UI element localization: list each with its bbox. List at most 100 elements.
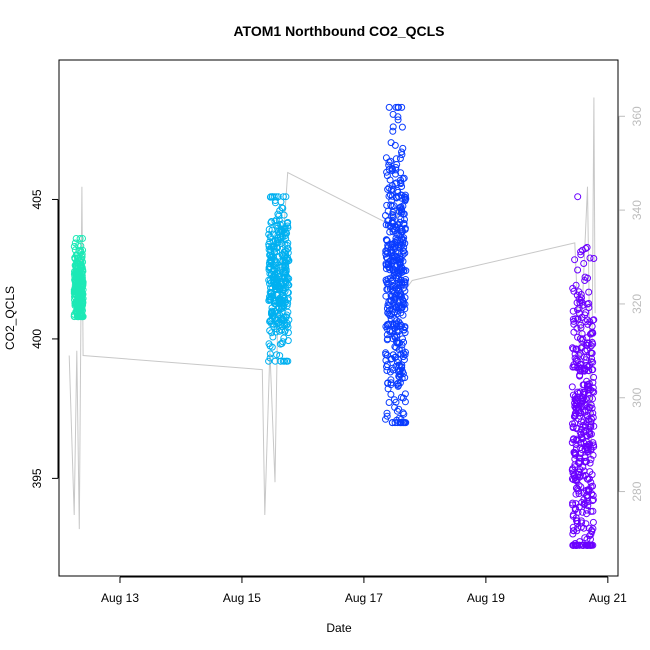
data-point	[585, 441, 593, 449]
data-point	[272, 193, 280, 201]
data-point	[571, 350, 579, 358]
data-point	[583, 506, 591, 514]
data-point	[581, 471, 589, 479]
data-point	[77, 247, 85, 254]
x-tick-label: Aug 17	[345, 591, 383, 605]
data-point	[396, 419, 404, 427]
data-point	[396, 379, 404, 387]
data-point	[398, 364, 406, 372]
data-point	[580, 496, 588, 504]
data-point	[397, 263, 405, 271]
data-point	[271, 258, 279, 266]
data-point	[78, 289, 86, 297]
data-point	[570, 320, 578, 328]
data-point	[399, 419, 407, 427]
data-point	[571, 409, 579, 417]
data-point	[577, 248, 585, 256]
data-point	[590, 316, 598, 324]
data-point	[585, 427, 593, 435]
data-point	[578, 395, 586, 403]
data-point	[392, 155, 400, 163]
data-point	[271, 197, 279, 204]
data-point	[382, 260, 390, 268]
data-point	[587, 418, 595, 426]
data-point	[272, 291, 280, 299]
data-point	[395, 414, 403, 422]
data-point	[266, 270, 274, 278]
data-point	[387, 390, 395, 398]
data-point	[383, 255, 391, 263]
data-point	[576, 372, 584, 380]
data-point	[387, 157, 394, 165]
data-point	[284, 288, 292, 296]
data-point	[399, 409, 407, 417]
data-point	[401, 351, 409, 359]
data-point	[586, 394, 594, 402]
data-point	[284, 254, 292, 262]
data-point	[383, 367, 391, 374]
data-point	[389, 165, 396, 173]
data-point	[393, 380, 401, 388]
series-4	[568, 193, 598, 549]
data-point	[395, 103, 402, 111]
data-point	[75, 298, 83, 305]
x-tick-label: Aug 13	[101, 591, 139, 605]
data-point	[573, 291, 581, 299]
data-point	[586, 468, 594, 476]
data-point	[385, 399, 393, 406]
data-point	[574, 459, 582, 466]
data-point	[580, 381, 588, 389]
data-point	[573, 355, 580, 363]
data-point	[266, 280, 274, 288]
data-point	[284, 299, 292, 307]
data-point	[568, 383, 576, 391]
data-point	[572, 401, 580, 409]
data-point	[73, 277, 81, 285]
data-point	[392, 237, 400, 245]
data-point	[587, 478, 595, 486]
data-point	[75, 289, 83, 297]
data-point	[400, 219, 408, 227]
y-tick-label: 405	[30, 189, 44, 209]
y2-tick-label: 340	[630, 200, 644, 220]
data-point	[399, 353, 407, 361]
data-point	[270, 312, 278, 320]
data-point	[401, 239, 409, 247]
data-point	[572, 436, 580, 444]
series-1	[70, 235, 87, 321]
data-point	[589, 328, 596, 336]
data-point	[579, 541, 587, 549]
data-point	[275, 318, 283, 326]
data-point	[396, 258, 404, 266]
data-point	[278, 326, 285, 334]
data-point	[71, 254, 79, 262]
data-point	[577, 324, 585, 332]
data-point	[70, 243, 78, 250]
data-point	[394, 291, 402, 299]
data-point	[399, 251, 407, 259]
data-point	[574, 333, 582, 341]
data-point	[390, 396, 398, 404]
data-point	[587, 420, 595, 428]
data-point	[387, 241, 395, 249]
data-point	[389, 123, 397, 131]
data-point	[588, 329, 595, 337]
data-point	[388, 218, 396, 226]
data-point	[72, 308, 80, 316]
data-point	[283, 321, 291, 329]
data-point	[271, 275, 279, 282]
data-point	[587, 358, 595, 366]
data-point	[385, 192, 393, 200]
data-point	[580, 500, 588, 508]
data-point	[284, 239, 292, 247]
data-point	[574, 315, 582, 323]
data-point	[273, 264, 281, 272]
data-point	[589, 439, 597, 447]
data-point	[273, 351, 281, 359]
data-point	[401, 390, 409, 398]
data-point	[76, 235, 84, 242]
data-point	[393, 322, 401, 330]
data-point	[577, 291, 585, 298]
data-point	[571, 395, 579, 403]
overlay-line	[68, 97, 596, 530]
